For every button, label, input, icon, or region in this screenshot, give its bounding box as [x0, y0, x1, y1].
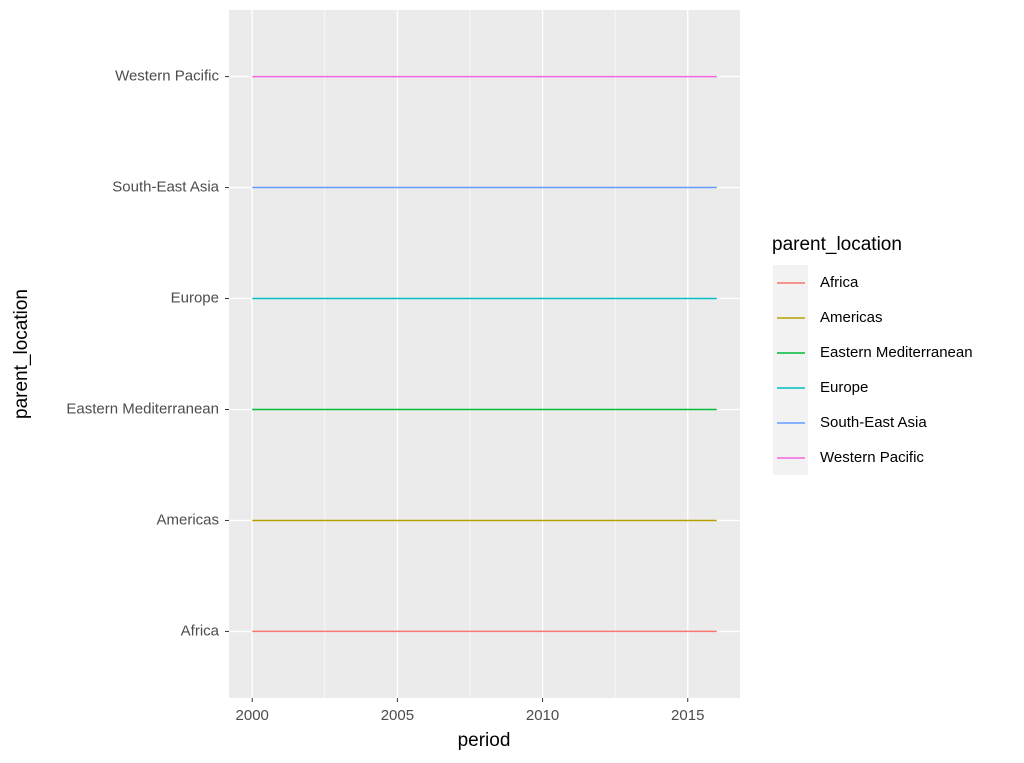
- y-tick-label: Europe: [171, 289, 219, 306]
- y-tick-label: Western Pacific: [115, 68, 219, 85]
- legend-label: Western Pacific: [820, 449, 924, 466]
- x-tick-label: 2015: [671, 707, 704, 724]
- legend-title: parent_location: [772, 234, 902, 255]
- legend-key-background: [773, 265, 808, 475]
- x-tick-label: 2000: [236, 707, 269, 724]
- x-tick-label: 2005: [381, 707, 414, 724]
- panel: [229, 10, 740, 698]
- y-tick-label: South-East Asia: [112, 179, 219, 196]
- x-axis-title: period: [458, 730, 511, 751]
- legend-label: South-East Asia: [820, 414, 927, 431]
- y-tick-label: Africa: [181, 622, 220, 639]
- marks: [252, 75, 717, 633]
- legend-label: Africa: [820, 274, 859, 291]
- legend-label: Eastern Mediterranean: [820, 344, 973, 361]
- y-tick-label: Eastern Mediterranean: [66, 400, 219, 417]
- legend-label: Europe: [820, 379, 868, 396]
- y-axis-title: parent_location: [11, 289, 32, 419]
- x-tick-label: 2010: [526, 707, 559, 724]
- y-tick-label: Americas: [156, 511, 219, 528]
- legend-label: Americas: [820, 309, 883, 326]
